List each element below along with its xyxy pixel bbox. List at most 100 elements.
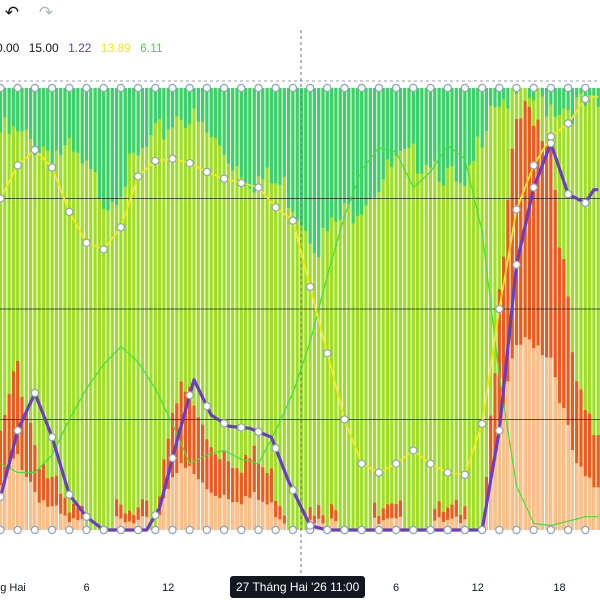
- bar-light: [158, 514, 162, 530]
- bar-cool: [140, 88, 144, 148]
- marker-point: [512, 525, 521, 535]
- bar-light: [506, 381, 510, 530]
- bar-light: [41, 500, 46, 530]
- bar-cool: [446, 88, 450, 168]
- bar-strong: [213, 454, 218, 530]
- bar-light: [252, 492, 256, 530]
- bar-light: [317, 518, 321, 530]
- bar-light: [437, 517, 441, 530]
- bar-strong: [80, 505, 84, 530]
- marker-point: [288, 83, 298, 93]
- bar-cool: [570, 88, 574, 125]
- bar-strong: [570, 352, 574, 530]
- bar-cool: [312, 88, 316, 253]
- bar-light: [0, 485, 3, 530]
- bar-cool: [67, 88, 71, 138]
- bar-cool: [527, 88, 531, 98]
- redo-arrow-icon[interactable]: ↷: [38, 3, 54, 22]
- bar-light: [514, 345, 519, 530]
- marker-point: [495, 525, 504, 535]
- bar-cool: [553, 88, 557, 117]
- bar-light: [231, 502, 235, 530]
- bar-strong: [50, 477, 54, 530]
- bar-strong: [278, 506, 282, 530]
- marker-point: [65, 83, 74, 93]
- marker-point: [271, 203, 280, 212]
- toolbar: ↶ ↷: [0, 0, 600, 26]
- bar-cool: [416, 88, 420, 174]
- bar-cool: [153, 88, 157, 123]
- marker-point: [409, 525, 418, 535]
- bar-strong: [145, 500, 149, 530]
- marker-point: [305, 521, 315, 530]
- marker-point: [305, 83, 315, 93]
- marker-point: [168, 83, 177, 93]
- bar-strong: [256, 463, 261, 530]
- bar-cool: [244, 88, 248, 186]
- marker-point: [495, 304, 504, 314]
- marker-point: [357, 525, 366, 535]
- marker-point: [0, 492, 5, 502]
- bar-strong: [54, 475, 58, 530]
- marker-point: [185, 390, 194, 400]
- bar-light: [188, 465, 192, 530]
- bar-cool: [484, 88, 488, 131]
- marker-point: [0, 83, 5, 93]
- marker-point: [426, 83, 435, 93]
- bar-strong: [588, 413, 592, 530]
- marker-point: [581, 83, 590, 93]
- bar-strong: [557, 247, 562, 531]
- legend-value-2: 15.00: [28, 41, 59, 55]
- bar-light: [278, 519, 282, 530]
- bar-strong: [239, 472, 243, 530]
- bar-cool: [282, 88, 286, 177]
- marker-point: [237, 423, 246, 432]
- marker-point: [391, 83, 401, 93]
- bar-cool: [454, 88, 458, 182]
- marker-point: [185, 83, 194, 93]
- marker-point: [546, 525, 556, 535]
- bar-light: [132, 523, 136, 530]
- marker-point: [323, 349, 332, 358]
- bar-strong: [226, 461, 230, 530]
- marker-point: [357, 83, 366, 93]
- bar-strong: [127, 510, 132, 530]
- bar-cool: [278, 88, 282, 185]
- bar-cool: [175, 88, 179, 117]
- bar-cool: [579, 88, 583, 94]
- bar-strong: [33, 445, 37, 530]
- bar-strong: [373, 502, 377, 530]
- undo-arrow-icon[interactable]: ↶: [4, 3, 20, 22]
- marker-point: [13, 161, 22, 170]
- bar-cool: [102, 88, 106, 209]
- bar-light: [192, 474, 196, 530]
- bar-light: [321, 523, 325, 530]
- indicator-legend: 0.00 15.00 1.22 13.89 6.11: [0, 41, 169, 55]
- bar-strong: [308, 507, 312, 530]
- bar-cool: [269, 88, 273, 184]
- bar-cool: [407, 88, 411, 148]
- marker-point: [288, 216, 298, 225]
- bar-light: [562, 408, 566, 530]
- bar-light: [510, 358, 514, 530]
- bar-light: [441, 521, 445, 530]
- marker-point: [151, 525, 160, 535]
- bar-light: [532, 348, 536, 530]
- bar-light: [282, 523, 286, 530]
- bar-cool: [575, 88, 579, 98]
- bar-light: [235, 502, 239, 530]
- bar-strong: [446, 507, 450, 530]
- bar-light: [226, 499, 230, 530]
- bar-light: [183, 467, 187, 530]
- bar-cool: [132, 88, 136, 153]
- bar-light: [218, 498, 222, 530]
- marker-point: [0, 194, 5, 203]
- marker-point: [13, 83, 22, 93]
- bar-light: [493, 459, 497, 530]
- marker-point: [357, 459, 366, 468]
- marker-point: [426, 459, 435, 468]
- bar-light: [3, 478, 7, 530]
- bar-light: [596, 487, 600, 530]
- bar-cool: [592, 88, 596, 96]
